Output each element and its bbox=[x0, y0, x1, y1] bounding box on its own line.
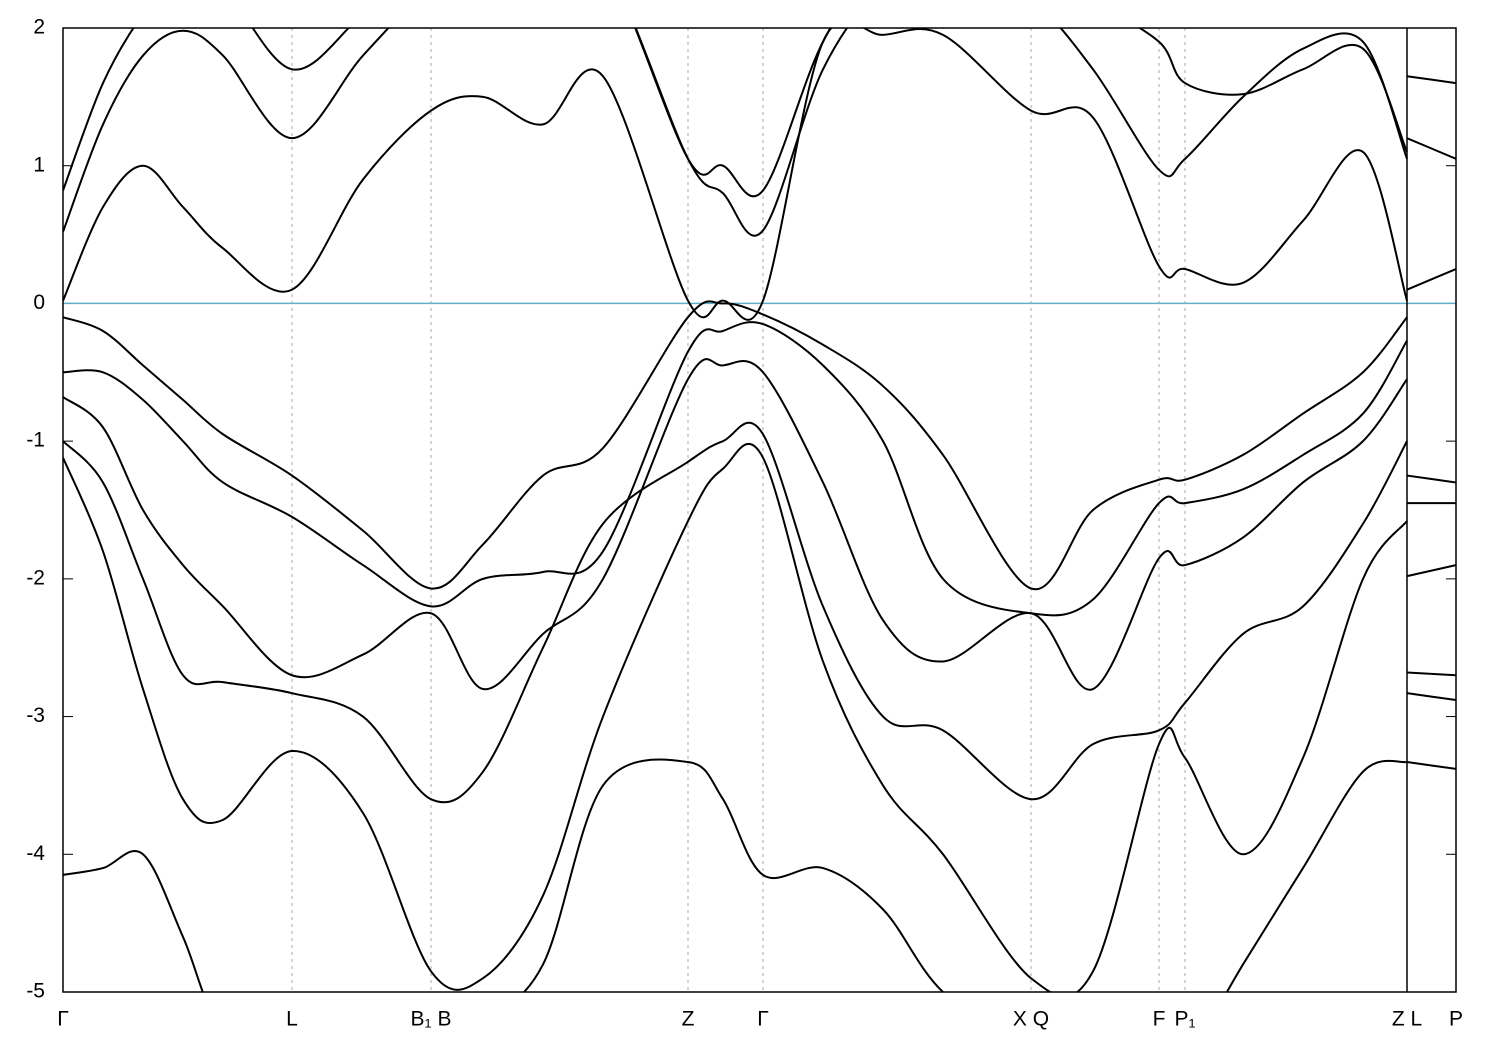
band-line bbox=[63, 28, 1408, 198]
x-tick-label: F bbox=[1153, 1008, 1166, 1031]
band-line bbox=[1406, 692, 1456, 702]
y-tick-label: -4 bbox=[26, 842, 45, 865]
band-line bbox=[1406, 761, 1456, 770]
y-tick-label: -1 bbox=[26, 429, 45, 452]
y-tick-label: -2 bbox=[26, 566, 45, 589]
x-tick-label: X Q bbox=[1013, 1008, 1049, 1031]
y-tick-label: -5 bbox=[26, 980, 45, 1003]
x-tick-label: L bbox=[286, 1008, 298, 1031]
band-line bbox=[1406, 75, 1456, 85]
band-line bbox=[1406, 137, 1456, 160]
band-line bbox=[63, 321, 1408, 617]
x-tick-label: B₁ B bbox=[411, 1008, 452, 1031]
x-tick-label: P bbox=[1449, 1008, 1463, 1031]
band-line bbox=[63, 442, 1408, 992]
y-tick-label: 1 bbox=[33, 153, 45, 176]
band-line bbox=[1406, 671, 1456, 677]
y-tick-label: 0 bbox=[33, 291, 45, 314]
x-tick-label: Γ bbox=[757, 1008, 769, 1031]
bands bbox=[63, 28, 1456, 992]
band-line bbox=[63, 758, 1408, 992]
band-line bbox=[63, 300, 1408, 591]
band-line bbox=[63, 358, 1408, 691]
x-tick-label: Z bbox=[682, 1008, 695, 1031]
plot-frame bbox=[62, 27, 1457, 993]
band-line bbox=[1406, 474, 1456, 484]
x-tick-label: P₁ bbox=[1174, 1008, 1195, 1031]
band-line bbox=[63, 28, 1408, 321]
x-tick-label: Z L bbox=[1392, 1008, 1422, 1031]
band-line bbox=[63, 421, 1408, 804]
x-tick-label: Γ bbox=[57, 1008, 69, 1031]
y-tick-label: -3 bbox=[26, 704, 45, 727]
band-line bbox=[1406, 564, 1456, 578]
band-line bbox=[63, 28, 1408, 237]
band-line bbox=[1406, 268, 1456, 291]
y-tick-label: 2 bbox=[33, 16, 45, 39]
